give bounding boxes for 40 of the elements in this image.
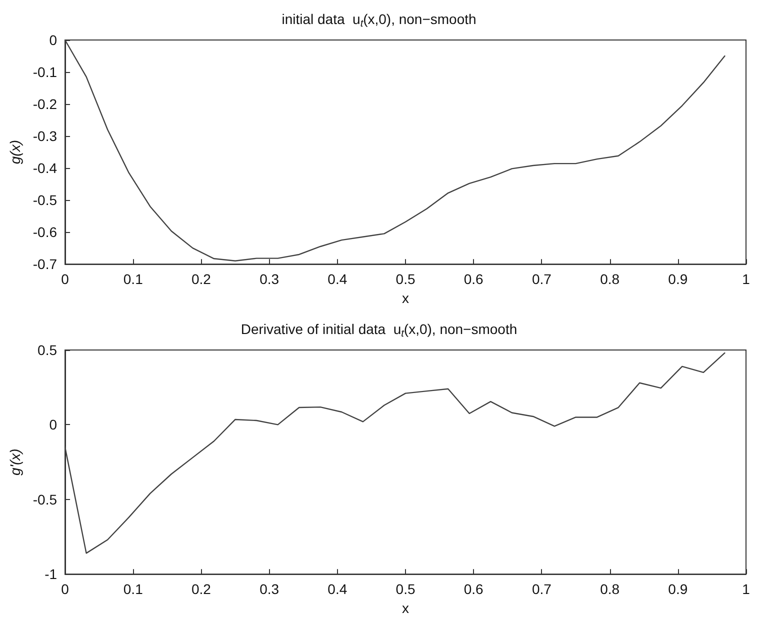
- x-tick-label: 0.4: [328, 271, 348, 288]
- x-tick-label: 0.6: [464, 581, 484, 598]
- x-tick-label: 0.8: [600, 581, 620, 598]
- x-tick-label: 0.2: [191, 581, 212, 598]
- x-tick-label: 0.7: [532, 271, 552, 288]
- y-axis-title: g'(x): [7, 448, 23, 476]
- x-axis-title: x: [402, 600, 410, 616]
- line-series: [64, 39, 726, 262]
- y-tick-label: 0: [49, 32, 58, 48]
- x-tick-label: 0: [61, 581, 70, 598]
- y-tick-label: -0.1: [32, 64, 58, 80]
- x-tick-label: 0.3: [260, 271, 280, 288]
- x-tick-label: 0.4: [328, 581, 348, 598]
- x-tick-label: 1: [742, 581, 750, 598]
- x-tick-label: 0.8: [600, 271, 620, 288]
- y-tick-label: -0.5: [32, 192, 58, 208]
- y-tick-label: -1: [44, 566, 58, 582]
- line-series: [64, 352, 726, 554]
- x-tick-label: 0.5: [396, 271, 416, 288]
- x-tick-label: 0.7: [532, 581, 552, 598]
- x-tick-label: 0.3: [260, 581, 280, 598]
- y-tick-label: -0.4: [32, 160, 58, 176]
- x-tick-label: 1: [742, 271, 750, 288]
- x-tick-label: 0.5: [396, 581, 416, 598]
- y-tick-label: 0.5: [38, 342, 58, 358]
- y-tick-label: -0.5: [32, 491, 58, 508]
- x-tick-label: 0.6: [464, 271, 484, 288]
- x-tick-label: 0.1: [123, 271, 144, 288]
- x-tick-label: 0: [61, 271, 70, 288]
- x-tick-label: 0.9: [668, 271, 688, 288]
- x-axis-title: x: [402, 290, 410, 306]
- x-tick-label: 0.2: [191, 271, 212, 288]
- y-tick-label: -0.7: [32, 256, 58, 272]
- y-axis-title: g(x): [7, 140, 23, 164]
- y-tick-label: -0.6: [32, 224, 58, 240]
- y-tick-label: -0.3: [32, 128, 58, 144]
- y-tick-label: 0: [49, 416, 58, 433]
- y-tick-label: -0.2: [32, 96, 58, 112]
- x-tick-label: 0.9: [668, 581, 688, 598]
- x-tick-label: 0.1: [123, 581, 144, 598]
